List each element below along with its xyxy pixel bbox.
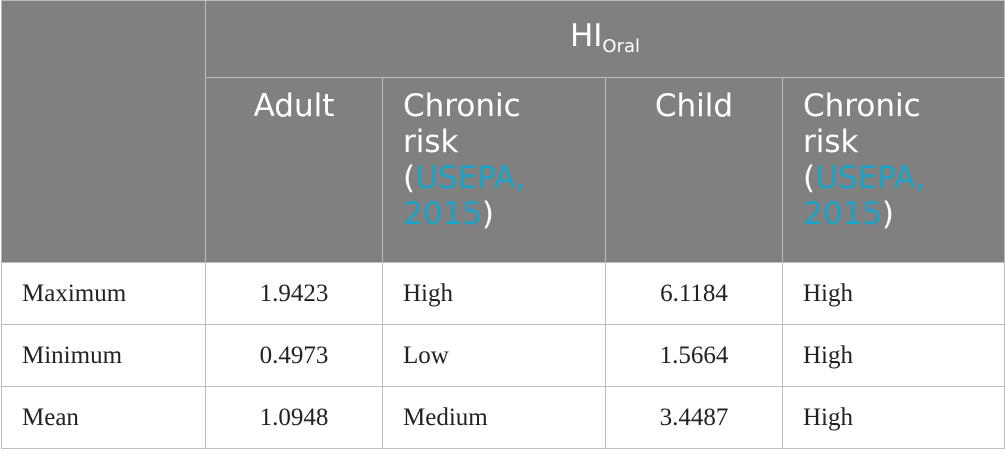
paren-open: (: [403, 160, 416, 196]
citation-year[interactable]: 2015: [803, 196, 882, 232]
col-header-label: Adult: [253, 88, 335, 124]
child-risk: High: [782, 324, 1005, 387]
adult-value: 1.9423: [205, 262, 383, 325]
row-label: Maximum: [1, 262, 206, 325]
citation-link[interactable]: USEPA,: [815, 160, 925, 196]
hi-label: HI: [569, 17, 603, 54]
col-header-adult-risk: Chronic risk (USEPA, 2015): [382, 77, 606, 263]
col-header-line: Chronic: [803, 88, 921, 124]
adult-risk: Medium: [382, 386, 606, 449]
citation-year[interactable]: 2015: [403, 196, 482, 232]
row-label: Minimum: [1, 324, 206, 387]
child-risk: High: [782, 262, 1005, 325]
adult-value: 1.0948: [205, 386, 383, 449]
table-row: Minimum 0.4973 Low 1.5664 High: [1, 324, 1005, 387]
col-header-label: Child: [654, 88, 734, 124]
paren-close: ): [481, 196, 495, 232]
child-risk: High: [782, 386, 1005, 449]
col-header-line: Chronic: [403, 88, 521, 124]
paren-open: (: [803, 160, 816, 196]
col-header-child-risk: Chronic risk (USEPA, 2015): [782, 77, 1005, 263]
table-row: Mean 1.0948 Medium 3.4487 High: [1, 386, 1005, 449]
col-header-line: risk: [803, 124, 859, 160]
citation-link[interactable]: USEPA,: [415, 160, 525, 196]
hazard-index-table: HIOral Adult Chronic risk (USEPA, 2015) Chi…: [1, 0, 1005, 449]
group-header-row: HIOral: [1, 0, 1005, 263]
oral-subscript: Oral: [602, 35, 641, 57]
child-value: 3.4487: [605, 386, 783, 449]
adult-risk: Low: [382, 324, 606, 387]
child-value: 1.5664: [605, 324, 783, 387]
col-header-line: risk: [403, 124, 459, 160]
table-row: Maximum 1.9423 High 6.1184 High: [1, 262, 1005, 325]
col-header-child: Child: [605, 77, 783, 263]
hi-oral-header: HIOral: [205, 0, 1005, 78]
paren-close: ): [881, 196, 895, 232]
column-header-row: Adult Chronic risk (USEPA, 2015) Child Chro…: [2, 77, 1005, 263]
adult-value: 0.4973: [205, 324, 383, 387]
corner-cell: [1, 0, 206, 263]
adult-risk: High: [382, 262, 606, 325]
row-label: Mean: [1, 386, 206, 449]
child-value: 6.1184: [605, 262, 783, 325]
col-header-adult: Adult: [205, 77, 383, 263]
